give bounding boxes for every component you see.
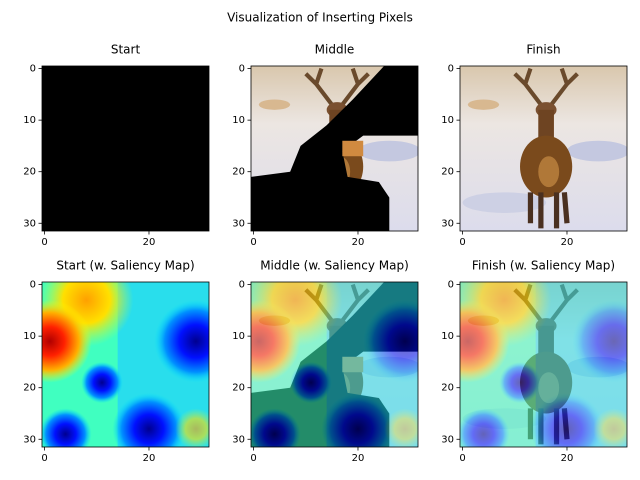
y-tick-label: 30: [232, 434, 245, 445]
axes-title: Finish (w. Saliency Map): [472, 259, 615, 273]
axes-frame: [250, 281, 419, 448]
y-tick-label: 10: [232, 115, 245, 126]
x-tick-label: 0: [41, 237, 47, 248]
axes-frame: [459, 65, 628, 232]
x-tick-label: 20: [143, 237, 156, 248]
y-tick-label: 20: [23, 383, 36, 394]
y-tick-label: 10: [232, 331, 245, 342]
axes-title: Start (w. Saliency Map): [56, 259, 194, 273]
y-tick-label: 0: [30, 280, 36, 291]
figure-title: Visualization of Inserting Pixels: [227, 11, 413, 25]
y-tick-label: 0: [239, 280, 245, 291]
y-tick-label: 20: [232, 167, 245, 178]
axes-frame: [41, 281, 210, 448]
image: [42, 66, 627, 447]
x-tick-label: 0: [41, 453, 47, 464]
axes-frame: [459, 281, 628, 448]
axes-title: Finish: [526, 43, 560, 57]
x-tick-label: 0: [459, 237, 465, 248]
x-tick-label: 20: [143, 453, 156, 464]
x-tick-label: 20: [352, 453, 365, 464]
y-tick-label: 30: [23, 218, 36, 229]
y-tick-label: 0: [30, 64, 36, 75]
y-tick-label: 20: [23, 167, 36, 178]
axes-frame: [250, 65, 419, 232]
x-tick-label: 20: [352, 237, 365, 248]
y-tick-label: 0: [448, 280, 454, 291]
y-tick-label: 20: [232, 383, 245, 394]
axes-title: Middle: [315, 43, 355, 57]
axes-frame: [41, 65, 210, 232]
x-tick-label: 0: [250, 453, 256, 464]
y-tick-label: 10: [441, 331, 454, 342]
y-tick-label: 10: [23, 331, 36, 342]
y-tick-label: 0: [239, 64, 245, 75]
y-tick-label: 30: [232, 218, 245, 229]
x-tick-label: 0: [250, 237, 256, 248]
axes-title: Start: [111, 43, 141, 57]
y-tick-label: 20: [441, 383, 454, 394]
x-tick-label: 20: [561, 237, 574, 248]
y-tick-label: 10: [441, 115, 454, 126]
x-tick-label: 0: [459, 453, 465, 464]
axes-title: Middle (w. Saliency Map): [260, 259, 409, 273]
y-tick-label: 30: [441, 218, 454, 229]
y-tick-label: 10: [23, 115, 36, 126]
y-tick-label: 30: [23, 434, 36, 445]
y-tick-label: 20: [441, 167, 454, 178]
y-tick-label: 0: [448, 64, 454, 75]
y-tick-label: 30: [441, 434, 454, 445]
x-tick-label: 20: [561, 453, 574, 464]
